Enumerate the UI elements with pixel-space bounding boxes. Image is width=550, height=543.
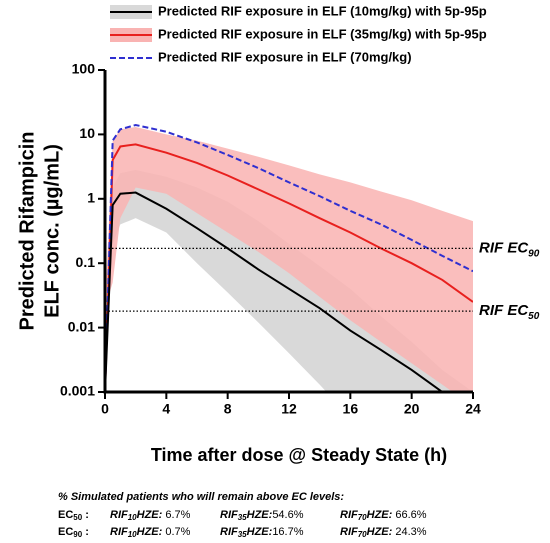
row-label-sub: 90 <box>73 530 82 539</box>
series-line <box>105 191 443 392</box>
cell-suffix: HZE: <box>367 509 393 521</box>
cell: RIF10HZE: 0.7% <box>110 526 191 539</box>
row-label-colon: : <box>85 509 89 521</box>
x-tick-label: 24 <box>465 401 481 417</box>
y-axis-label: ELF conc. (µg/mL) <box>41 144 63 318</box>
cell-sub: 35 <box>238 530 247 539</box>
row-label-text: EC <box>58 509 73 521</box>
cell-value: 66.6% <box>392 509 426 521</box>
x-tick-label: 0 <box>101 401 109 417</box>
cell: RIF70HZE: 24.3% <box>340 526 427 539</box>
footer-title: % Simulated patients who will remain abo… <box>58 491 344 503</box>
row-label: EC50: <box>58 509 89 522</box>
cell-value: 0.7% <box>162 526 190 538</box>
plot-area <box>105 123 473 392</box>
cell-sub: 70 <box>358 513 367 522</box>
x-tick-label: 8 <box>224 401 232 417</box>
y-tick-label: 0.001 <box>60 383 95 399</box>
cell-sub: 70 <box>358 530 367 539</box>
cell-drug: RIF <box>220 509 238 521</box>
cell-value: 54.6% <box>272 509 303 521</box>
legend-label: Predicted RIF exposure in ELF (35mg/kg) … <box>158 26 487 41</box>
series-line <box>105 123 473 392</box>
legend-label: Predicted RIF exposure in ELF (70mg/kg) <box>158 49 412 64</box>
y-tick-label: 1 <box>87 190 95 206</box>
cell-value: 6.7% <box>162 509 190 521</box>
cell-value: 16.7% <box>272 526 303 538</box>
cell: RIF35HZE:54.6% <box>220 509 304 522</box>
x-tick-label: 20 <box>404 401 420 417</box>
cell-value: 24.3% <box>392 526 426 538</box>
x-tick-label: 12 <box>281 401 297 417</box>
cell-suffix: HZE: <box>137 526 163 538</box>
x-axis-label: Time after dose @ Steady State (h) <box>151 445 447 465</box>
cell-drug: RIF <box>110 526 128 538</box>
row-label-colon: : <box>85 526 89 538</box>
cell-sub: 35 <box>238 513 247 522</box>
cell-drug: RIF <box>340 509 358 521</box>
y-tick-label: 100 <box>72 61 96 77</box>
y-tick-label: 0.01 <box>68 318 95 334</box>
legend-label: Predicted RIF exposure in ELF (10mg/kg) … <box>158 3 487 18</box>
reference-label-sub: 50 <box>528 311 540 322</box>
reference-label-sub: 90 <box>528 248 540 259</box>
reference-label-text: RIF EC <box>479 302 529 319</box>
y-axis-label: Predicted Rifampicin <box>16 132 38 331</box>
y-tick-label: 0.1 <box>76 254 96 270</box>
cell-suffix: HZE: <box>247 509 273 521</box>
band <box>105 127 473 392</box>
cell-suffix: HZE: <box>137 509 163 521</box>
row-label-sub: 50 <box>73 513 82 522</box>
series-line <box>105 143 473 392</box>
reference-label: RIF EC50 <box>479 302 540 322</box>
reference-label-text: RIF EC <box>479 239 529 256</box>
cell-suffix: HZE: <box>247 526 273 538</box>
row-label-text: EC <box>58 526 73 538</box>
cell-suffix: HZE: <box>367 526 393 538</box>
cell-sub: 10 <box>128 513 137 522</box>
cell: RIF10HZE: 6.7% <box>110 509 191 522</box>
cell-drug: RIF <box>340 526 358 538</box>
cell: RIF35HZE:16.7% <box>220 526 304 539</box>
row-label: EC90: <box>58 526 89 539</box>
cell-sub: 10 <box>128 530 137 539</box>
x-tick-label: 4 <box>162 401 170 417</box>
x-tick-label: 16 <box>343 401 359 417</box>
cell-drug: RIF <box>110 509 128 521</box>
reference-label: RIF EC90 <box>479 239 540 259</box>
cell-drug: RIF <box>220 526 238 538</box>
y-tick-label: 10 <box>79 125 95 141</box>
cell: RIF70HZE: 66.6% <box>340 509 427 522</box>
